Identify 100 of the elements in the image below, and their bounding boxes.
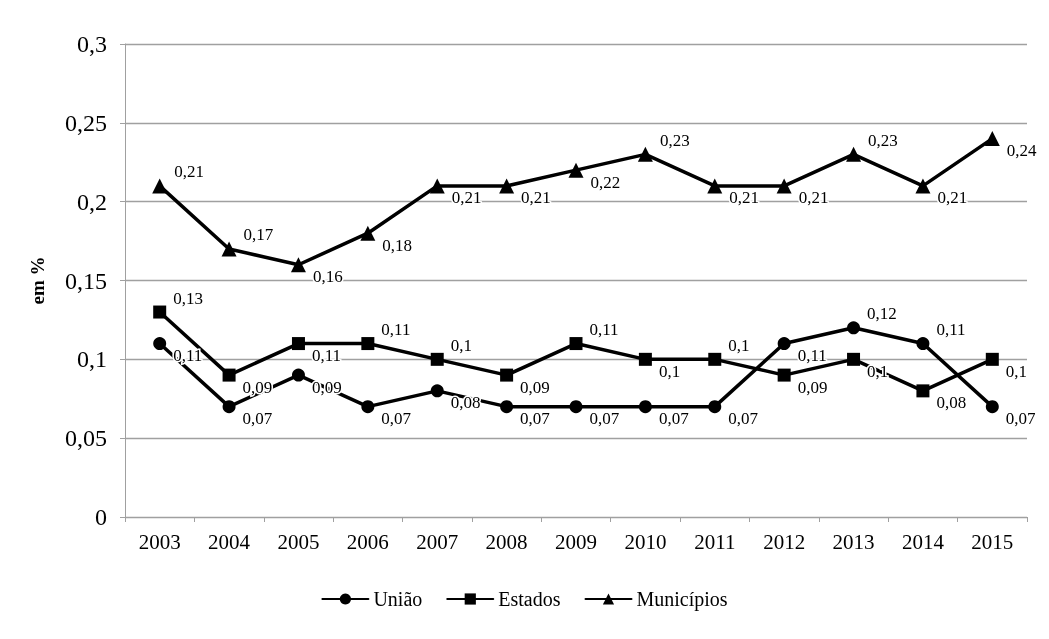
point	[708, 352, 722, 366]
point	[222, 400, 236, 414]
data-label: 0,08	[936, 393, 967, 413]
point	[222, 368, 236, 382]
data-label: 0,21	[521, 188, 551, 208]
data-label: 0,09	[797, 377, 828, 397]
data-label: 0,07	[381, 409, 412, 429]
point	[499, 178, 515, 194]
point	[429, 178, 445, 194]
data-label: 0,11	[381, 320, 411, 340]
point	[847, 321, 861, 335]
data-label: 0,23	[659, 130, 690, 150]
x-tick-label: 2009	[555, 529, 597, 554]
x-tick-label: 2003	[138, 529, 181, 554]
data-label: 0,08	[450, 393, 481, 413]
data-label: 0,07	[589, 409, 620, 429]
data-label: 0,09	[520, 377, 550, 397]
data-label: 0,1	[658, 361, 681, 381]
point	[985, 400, 999, 414]
data-label: 0,21	[729, 188, 760, 208]
y-tick-label: 0,05	[65, 425, 107, 452]
point	[569, 337, 583, 351]
y-tick-label: 0,1	[77, 346, 107, 373]
point	[153, 305, 167, 319]
data-label: 0,11	[589, 320, 619, 340]
x-tick-label: 2012	[763, 529, 806, 554]
data-label: 0,07	[658, 409, 690, 429]
point	[916, 384, 930, 398]
point	[568, 162, 584, 178]
point	[500, 368, 514, 382]
x-tick-label: 2010	[624, 529, 667, 554]
data-label: 0,21	[451, 188, 482, 208]
data-label: 0,09	[242, 377, 273, 397]
data-label: 0,21	[174, 162, 204, 182]
x-tick-label: 2007	[416, 529, 459, 554]
data-label: 0,18	[382, 235, 413, 255]
x-tick-label: 2011	[694, 529, 736, 554]
data-label: 0,22	[590, 172, 621, 192]
x-tick-label: 2013	[832, 529, 875, 554]
y-tick-label: 0,15	[65, 267, 107, 294]
point	[221, 241, 237, 257]
data-label: 0,07	[242, 409, 273, 429]
data-label: 0,07	[520, 409, 551, 429]
data-label: 0,16	[312, 267, 343, 287]
data-label: 0,21	[798, 188, 829, 208]
data-label: 0,07	[728, 409, 759, 429]
point	[291, 337, 305, 351]
data-label: 0,17	[243, 225, 274, 245]
point	[708, 400, 722, 414]
point	[361, 400, 375, 414]
x-tick-label: 2004	[208, 529, 251, 554]
point	[500, 400, 514, 414]
x-tick-label: 2008	[485, 529, 528, 554]
data-label: 0,11	[797, 346, 827, 366]
x-tick-label: 2014	[901, 529, 945, 554]
point	[638, 352, 652, 366]
y-axis-title: em %	[27, 256, 48, 305]
point	[291, 368, 305, 382]
data-label: 0,23	[868, 130, 898, 150]
point	[153, 337, 167, 351]
x-tick-label: 2005	[277, 529, 320, 554]
point	[984, 131, 1000, 147]
point	[777, 368, 791, 382]
y-tick-label: 0,3	[77, 31, 107, 57]
x-tick-label: 2006	[346, 529, 389, 554]
y-tick-label: 0,25	[65, 109, 107, 136]
point	[777, 337, 791, 351]
point	[361, 337, 375, 351]
x-tick-label: 2015	[971, 529, 1014, 554]
point	[152, 178, 168, 194]
point	[776, 178, 792, 194]
legend-label: Estados	[498, 588, 561, 610]
point	[430, 352, 444, 366]
data-label: 0,1	[728, 335, 750, 355]
point	[707, 178, 723, 194]
data-label: 0,11	[311, 346, 342, 366]
point	[637, 146, 653, 162]
data-label: 0,11	[936, 320, 966, 340]
point	[290, 257, 306, 273]
data-label: 0,13	[173, 288, 203, 308]
data-label: 0,12	[867, 304, 897, 324]
legend-label: União	[373, 588, 423, 610]
data-label: 0,21	[937, 188, 968, 208]
data-label: 0,07	[1005, 409, 1037, 429]
data-label: 0,24	[1006, 141, 1038, 161]
point	[985, 352, 999, 366]
point	[430, 384, 444, 398]
point	[915, 178, 931, 194]
data-label: 0,1	[450, 335, 472, 355]
legend-label: Municípios	[636, 588, 728, 611]
y-tick-label: 0	[95, 504, 107, 530]
point	[569, 400, 583, 414]
data-label: 0,11	[173, 346, 203, 366]
point	[638, 400, 652, 414]
data-label: 0,1	[1005, 361, 1028, 381]
y-tick-label: 0,2	[77, 188, 107, 215]
point	[360, 225, 376, 241]
point	[847, 352, 861, 366]
point	[846, 146, 862, 162]
point	[916, 337, 930, 351]
